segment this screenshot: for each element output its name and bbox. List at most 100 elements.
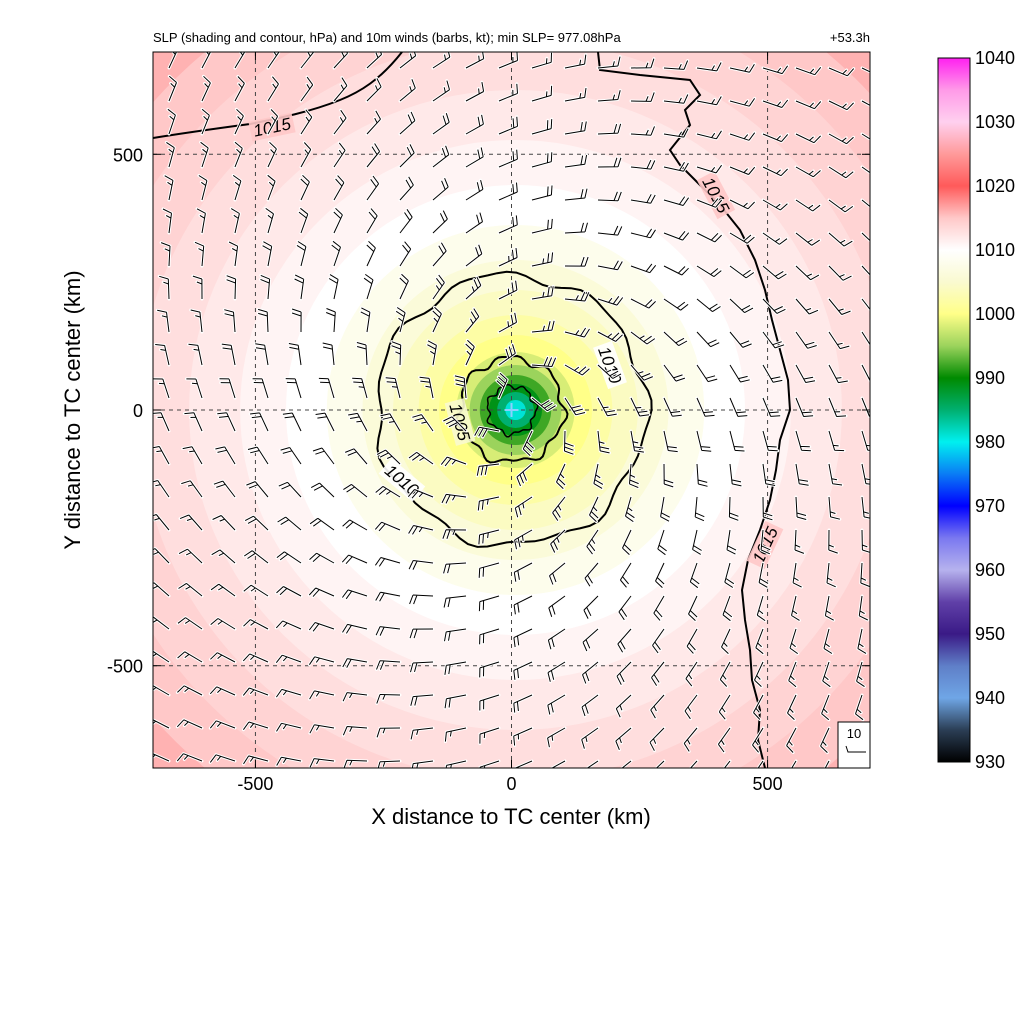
wind-barb (478, 562, 500, 578)
wind-barb (828, 232, 853, 247)
wind-barb (696, 232, 722, 243)
wind-barb (729, 331, 752, 348)
wind-barb (432, 210, 448, 234)
wind-barb (550, 529, 566, 553)
wind-barb (753, 694, 764, 720)
wind-barb (153, 446, 170, 465)
wind-barb (789, 628, 798, 655)
wind-barb (655, 562, 665, 588)
wind-barb (828, 133, 854, 145)
wind-barb (552, 496, 566, 521)
wind-barb (564, 121, 587, 135)
wind-barb (399, 273, 409, 300)
wind-barbs (153, 52, 870, 768)
wind-barb (157, 309, 170, 333)
wind-barb (754, 661, 764, 687)
wind-barb (276, 756, 302, 766)
wind-barb (366, 110, 381, 135)
wind-barb (267, 76, 279, 102)
wind-barb (564, 54, 587, 69)
wind-barb (410, 694, 434, 706)
wind-barb (564, 222, 588, 234)
wind-barb (309, 690, 335, 700)
wind-barb (342, 519, 368, 531)
wind-barb (498, 344, 516, 366)
x-tick-label: -500 (237, 774, 273, 794)
wind-barb (322, 342, 335, 366)
wind-barb (342, 623, 368, 634)
wind-barb (663, 265, 689, 276)
wind-barb (408, 560, 434, 570)
wind-barb (477, 496, 500, 511)
wind-barb (630, 331, 656, 345)
wind-barb (184, 412, 203, 432)
x-tick-label: 500 (753, 774, 783, 794)
wind-barb (310, 482, 335, 498)
wind-barb (443, 595, 467, 608)
wind-barb (583, 595, 599, 619)
wind-barb (630, 194, 656, 204)
wind-barb (260, 274, 271, 300)
wind-barb (234, 108, 244, 135)
colorbar-tick-label: 970 (975, 496, 1005, 516)
wind-barb (380, 413, 401, 432)
wind-barb (828, 100, 854, 111)
wind-barb (597, 225, 623, 236)
y-tick-label: 0 (133, 401, 143, 421)
wind-barb (696, 62, 722, 72)
wind-barb (729, 430, 745, 452)
wind-barb (217, 412, 236, 432)
wind-barb (153, 650, 170, 663)
wind-barb (795, 265, 820, 281)
wind-barb (276, 551, 302, 564)
wind-barb (531, 320, 555, 333)
wind-barb (717, 727, 731, 753)
contour-label-bg (746, 520, 784, 570)
wind-barb (309, 552, 335, 564)
wind-barb (581, 694, 599, 717)
wind-barb (277, 516, 302, 531)
wind-barb (243, 755, 269, 765)
wind-barb (584, 562, 599, 587)
wind-barb (795, 133, 821, 144)
wind-barb (861, 496, 870, 519)
wind-key-label: 10 (847, 726, 861, 741)
wind-barb (432, 178, 449, 201)
wind-barb (308, 656, 335, 665)
wind-barb (762, 397, 781, 417)
wind-barb (757, 760, 764, 768)
wind-barb (326, 308, 336, 333)
wind-barb (586, 529, 599, 555)
wind-barb (513, 595, 533, 615)
wind-barb (210, 652, 236, 663)
wind-barb (465, 179, 484, 201)
wind-barb (474, 426, 500, 438)
wind-barb (188, 343, 203, 366)
wind-barb (234, 141, 243, 168)
wind-barb (252, 378, 269, 399)
wind-barb (856, 661, 865, 688)
wind-barb (294, 274, 305, 300)
wind-barb (762, 496, 773, 521)
wind-barb (309, 724, 335, 734)
y-axis-label: Y distance to TC center (km) (60, 270, 85, 549)
wind-barb (531, 286, 554, 300)
wind-barb (729, 298, 754, 314)
wind-barb (228, 241, 239, 267)
wind-barb (374, 521, 401, 532)
wind-barb (328, 274, 339, 300)
wind-barb (593, 463, 604, 489)
wind-barb (663, 364, 686, 382)
wind-barb (531, 357, 557, 367)
wind-barb (824, 760, 830, 768)
wind-barb (696, 364, 718, 383)
wind-barb (194, 241, 205, 267)
wind-barb (861, 298, 870, 311)
wind-barb (164, 175, 174, 201)
wind-barb (498, 149, 518, 168)
wind-barb (198, 175, 208, 201)
wind-barb (278, 481, 302, 498)
wind-barb (723, 760, 731, 768)
wind-barb (653, 595, 665, 621)
wind-barb (153, 719, 170, 729)
